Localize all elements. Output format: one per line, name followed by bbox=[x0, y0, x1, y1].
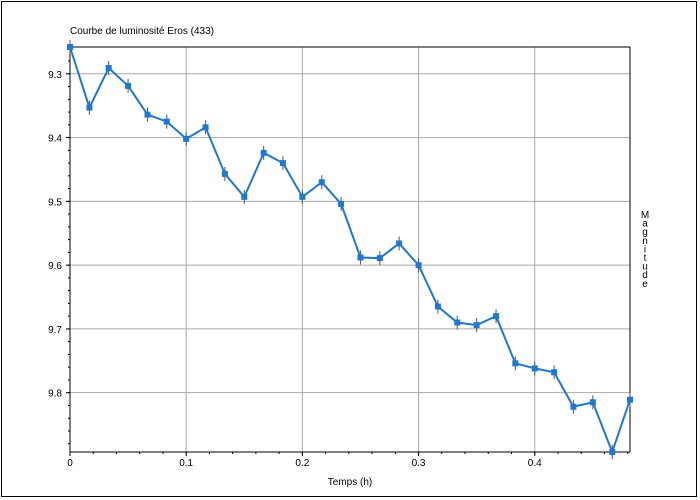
data-point bbox=[144, 111, 151, 118]
y-tick-label: 9.5 bbox=[48, 197, 62, 208]
data-point bbox=[318, 179, 325, 186]
data-point bbox=[202, 124, 209, 131]
data-point bbox=[609, 449, 616, 455]
data-point bbox=[279, 160, 286, 167]
x-tick-label: 0.2 bbox=[295, 458, 309, 469]
x-tick-label: 0.4 bbox=[528, 458, 542, 469]
y-axis-label-char: g bbox=[642, 227, 648, 238]
y-tick-label: 9.7 bbox=[48, 325, 62, 336]
y-axis: 9.3 9.4 9.5 9.6 9.7 9.8 bbox=[48, 47, 70, 445]
data-point bbox=[396, 240, 403, 247]
data-point bbox=[86, 104, 93, 111]
plot-area bbox=[69, 46, 631, 453]
y-axis-label-char: e bbox=[642, 279, 648, 290]
x-axis-label: Temps (h) bbox=[328, 477, 372, 488]
grid bbox=[69, 47, 630, 452]
y-tick-label: 9.4 bbox=[48, 134, 62, 145]
data-point bbox=[627, 396, 633, 403]
y-tick-label: 9.8 bbox=[48, 389, 62, 400]
data-point bbox=[299, 193, 306, 200]
x-tick-label: 0 bbox=[67, 458, 73, 469]
y-axis-label-char: t bbox=[644, 253, 647, 264]
series-group bbox=[67, 40, 633, 459]
y-axis-label-char: n bbox=[642, 236, 648, 247]
y-tick-label: 9.3 bbox=[48, 70, 62, 81]
data-point bbox=[125, 82, 132, 89]
data-point bbox=[589, 399, 596, 406]
data-point bbox=[260, 149, 267, 156]
data-point bbox=[434, 303, 441, 310]
y-axis-label-char: a bbox=[642, 219, 648, 230]
data-point bbox=[531, 365, 538, 372]
data-point bbox=[512, 360, 519, 367]
y-tick-label: 9.6 bbox=[48, 261, 62, 272]
data-point bbox=[570, 403, 577, 410]
chart-title: Courbe de luminosité Eros (433) bbox=[70, 26, 214, 37]
data-point bbox=[454, 319, 461, 326]
series-line bbox=[69, 46, 631, 455]
y-axis-label-char: M bbox=[641, 210, 649, 221]
x-axis: 0 0.1 0.2 0.3 0.4 bbox=[67, 452, 629, 469]
data-point bbox=[105, 65, 112, 72]
data-point bbox=[67, 44, 73, 50]
data-point bbox=[241, 193, 248, 200]
data-point bbox=[357, 254, 364, 261]
data-point bbox=[183, 135, 190, 142]
x-tick-label: 0.3 bbox=[412, 458, 426, 469]
y-axis-label-char: i bbox=[644, 244, 646, 255]
y-axis-label-char: u bbox=[642, 262, 648, 273]
data-point bbox=[415, 262, 422, 269]
data-point bbox=[221, 170, 228, 177]
x-tick-label: 0.1 bbox=[179, 458, 193, 469]
data-point bbox=[376, 255, 383, 262]
data-point bbox=[493, 313, 500, 320]
data-point bbox=[338, 200, 345, 207]
data-point bbox=[551, 369, 558, 376]
data-point bbox=[473, 322, 480, 329]
y-axis-label-char: d bbox=[642, 270, 648, 281]
data-point bbox=[163, 118, 170, 125]
